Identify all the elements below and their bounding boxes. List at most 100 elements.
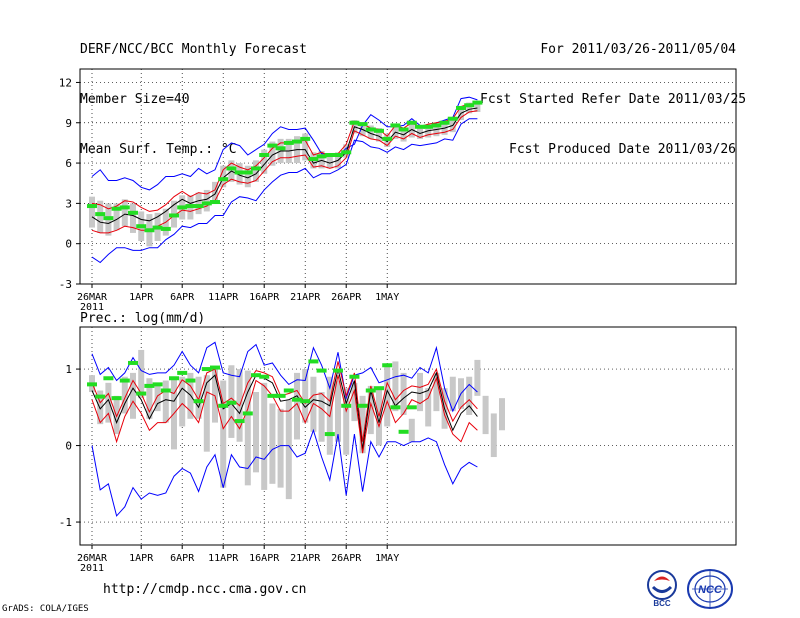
obs-marker [144, 228, 155, 233]
obs-marker [423, 124, 434, 129]
obs-marker [415, 124, 425, 129]
obs-marker [283, 140, 294, 145]
obs-marker [292, 139, 302, 144]
spread-box [335, 380, 341, 442]
obs-marker [316, 154, 327, 159]
spread-box [253, 392, 259, 473]
obs-marker [111, 396, 122, 401]
spread-box [195, 376, 202, 419]
spread-box [417, 126, 423, 139]
spread-box [449, 376, 456, 412]
fcst-started-date: Fcst Started Refer Date 2011/03/25 [480, 92, 747, 107]
obs-marker [283, 388, 294, 393]
obs-marker [406, 120, 417, 125]
obs-marker [234, 170, 245, 175]
x-tick-label: 2011 [80, 563, 104, 574]
bcc-logo: BCC [647, 570, 677, 608]
svg-text:BCC: BCC [653, 599, 671, 608]
obs-marker [365, 388, 376, 393]
obs-marker [136, 391, 147, 396]
obs-marker [111, 206, 122, 211]
obs-marker [218, 177, 229, 182]
spread-box [130, 203, 136, 233]
obs-marker [472, 100, 483, 105]
obs-marker [382, 363, 393, 368]
obs-marker [210, 365, 220, 370]
spread-box [474, 101, 481, 112]
obs-marker [439, 120, 450, 125]
obs-marker [406, 405, 417, 410]
obs-marker [185, 204, 196, 209]
obs-marker [357, 403, 368, 408]
x-tick-label: 11APR [208, 292, 239, 303]
spread-box [302, 133, 309, 161]
series-mean-line [91, 368, 478, 450]
x-tick-label: 16APR [249, 553, 280, 564]
spread-box [261, 149, 268, 174]
member-size: Member Size=40 [80, 92, 190, 107]
obs-marker [128, 360, 138, 365]
spread-box [343, 388, 350, 455]
obs-marker [87, 204, 97, 209]
obs-marker [103, 376, 114, 381]
spread-box [482, 395, 489, 435]
spread-box [97, 200, 104, 233]
forecast-period: For 2011/03/26-2011/05/04 [540, 42, 736, 57]
prec-label: Prec.: log(mm/d) [80, 311, 206, 326]
spread-box [138, 349, 145, 399]
header-left: DERF/NCC/BCC Monthly Forecast Member Siz… [80, 12, 307, 177]
spread-box [244, 370, 251, 486]
x-tick-label: 1APR [129, 292, 154, 303]
obs-marker [349, 120, 360, 125]
obs-marker [267, 143, 278, 148]
spread-box [269, 403, 276, 484]
obs-marker [251, 373, 261, 378]
x-tick-label: 6APR [170, 553, 195, 564]
spread-box [400, 372, 407, 415]
source-url[interactable]: http://cmdp.ncc.cma.gov.cn [103, 582, 307, 597]
obs-marker [341, 150, 352, 155]
obs-marker [169, 213, 179, 218]
y-tick-label: 1 [65, 363, 72, 376]
obs-marker [275, 146, 286, 151]
obs-marker [226, 400, 237, 405]
obs-marker [324, 432, 335, 437]
x-tick-label: 2011 [80, 302, 104, 313]
x-tick-label: 21APR [290, 553, 321, 564]
obs-marker [103, 216, 114, 221]
obs-marker [259, 374, 270, 379]
spread-box [302, 369, 309, 423]
obs-marker [275, 393, 286, 398]
obs-marker [218, 403, 229, 408]
x-tick-label: 16APR [249, 292, 280, 303]
obs-marker [292, 397, 302, 402]
plot-frame [79, 326, 737, 546]
grads-credit: GrADS: COLA/IGES [2, 604, 89, 614]
obs-marker [333, 368, 343, 373]
obs-marker [447, 116, 458, 121]
spread-box [318, 150, 325, 169]
obs-marker [201, 201, 212, 206]
temp-label: Mean Surf. Temp.: °C [80, 142, 237, 157]
spread-box [285, 399, 292, 500]
spread-box [490, 413, 497, 458]
obs-marker [374, 386, 384, 391]
spread-box [367, 125, 374, 139]
fcst-produced-date: Fcst Produced Date 2011/03/26 [509, 142, 736, 157]
obs-marker [300, 399, 311, 404]
spread-box [277, 408, 284, 488]
spread-box [474, 359, 481, 396]
x-tick-label: 26APR [331, 553, 362, 564]
spread-box [162, 380, 169, 423]
spread-box [499, 398, 505, 431]
obs-marker [456, 105, 466, 110]
obs-marker [144, 383, 155, 388]
chart-source-title: DERF/NCC/BCC Monthly Forecast [80, 42, 307, 57]
spread-box [154, 382, 161, 412]
series-mean-line [91, 107, 478, 225]
spread-box [318, 392, 325, 442]
obs-marker [119, 205, 130, 210]
spread-box [408, 418, 415, 442]
obs-marker [136, 224, 147, 229]
